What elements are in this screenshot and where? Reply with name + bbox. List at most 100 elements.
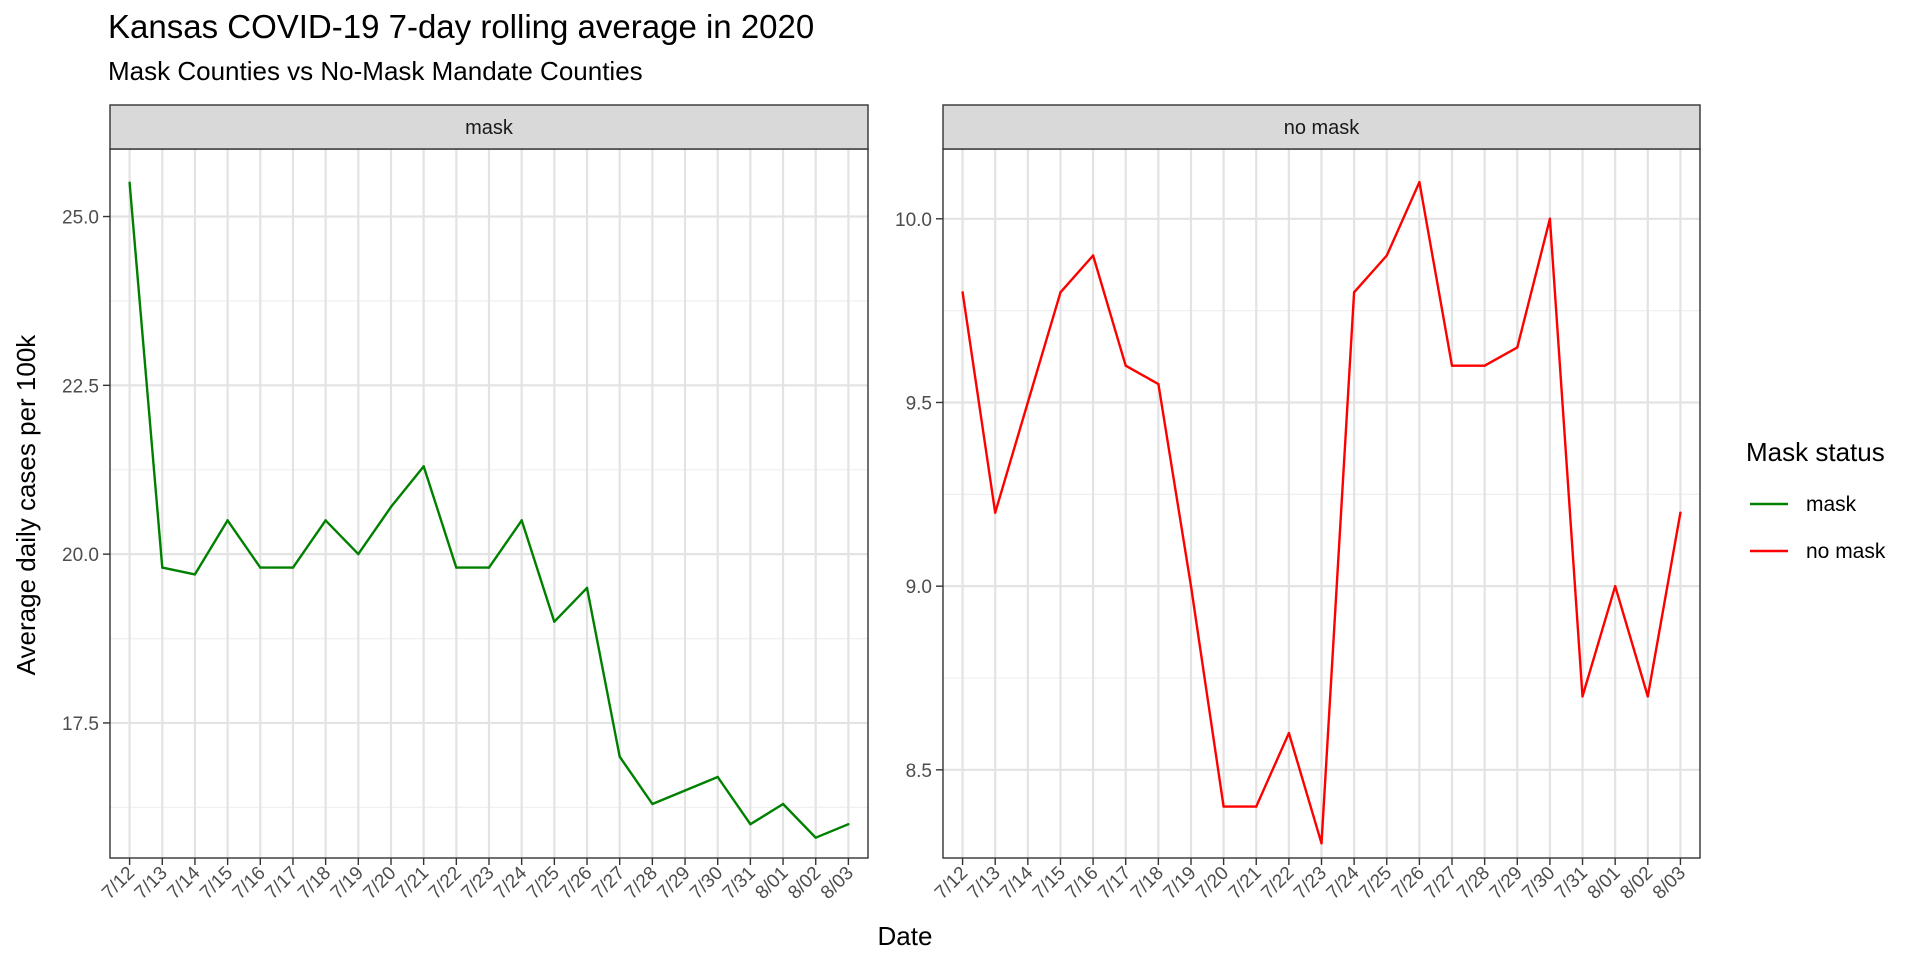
panel-0-strip-label: mask	[465, 117, 514, 139]
panel-0-data-point	[847, 823, 850, 826]
panel-1-data-point	[1581, 695, 1584, 698]
panel-0-x-tick-label: 7/13	[131, 863, 172, 904]
chart-subtitle: Mask Counties vs No-Mask Mandate Countie…	[108, 56, 643, 86]
panel-1-data-point	[1352, 291, 1356, 294]
panel-0-data-point	[324, 519, 327, 522]
panel-1-data-point	[1418, 180, 1421, 184]
panel-0-x-tick-label: 7/23	[458, 863, 499, 904]
panel-1-y-tick-label: 9.5	[906, 393, 932, 414]
panel-1-data-point	[1124, 364, 1127, 367]
x-axis-title: Date	[878, 921, 933, 951]
panel-1-data-point	[1483, 364, 1486, 367]
panel-1-data-point	[1646, 695, 1649, 698]
panel-1-data-point	[1255, 805, 1258, 808]
panel-1-x-tick-label: 7/16	[1062, 863, 1103, 904]
panel-1-x-tick-label: 7/15	[1029, 863, 1070, 904]
panel-1-data-point	[1516, 346, 1519, 349]
panel-1-data-point	[961, 291, 964, 294]
panel-1-strip	[942, 104, 1701, 150]
panel-1-x-tick-label: 7/23	[1290, 863, 1331, 904]
panel-0-data-point	[128, 181, 131, 184]
panel-0-data-point	[259, 566, 262, 569]
panel-0-x-tick-label: 7/29	[654, 863, 695, 904]
panel-1-data-point	[1385, 254, 1388, 257]
panel-0-y-tick-label: 25.0	[62, 208, 99, 229]
panel-1-x-tick-label: 7/21	[1225, 863, 1266, 904]
panel-0-data-point	[781, 802, 785, 806]
panel-1-x-tick-label: 8/01	[1584, 863, 1625, 904]
panel-1-x-tick-label: 8/03	[1649, 863, 1690, 904]
legend-title: Mask status	[1746, 437, 1885, 467]
panel-1-x-tick-label: 7/24	[1323, 862, 1364, 903]
panel-1-data-point	[1613, 584, 1617, 588]
panel-1-x-tick-label: 7/28	[1453, 863, 1494, 904]
panel-1-y-tick-label: 8.5	[906, 761, 932, 782]
panel-0-x-tick-label: 7/19	[327, 863, 368, 904]
panel-1-data-point	[1287, 731, 1291, 735]
panel-0-x-tick-label: 8/03	[817, 863, 858, 904]
panel-0-data-point	[618, 755, 621, 758]
panel-1-x-tick-label: 7/31	[1551, 863, 1592, 904]
panel-1-data-point	[1222, 805, 1225, 808]
panel-1-x-tick-label: 7/22	[1257, 863, 1298, 904]
panel-1-data-point	[1548, 217, 1552, 220]
panel-1-x-tick-label: 7/18	[1127, 863, 1168, 904]
panel-1-x-tick-label: 7/20	[1192, 863, 1233, 904]
panel-1-y-tick-label: 10.0	[895, 210, 932, 231]
panel-1-x-tick-label: 7/17	[1094, 863, 1135, 904]
panel-1-x-tick-label: 7/25	[1355, 863, 1396, 904]
panel-0-x-tick-label: 7/17	[261, 863, 302, 904]
panel-0-x-tick-label: 7/12	[98, 863, 139, 904]
panel-0-data-point	[226, 519, 229, 522]
panel-0-x-tick-label: 8/01	[752, 863, 793, 904]
panel-1-x-tick-label: 7/30	[1518, 863, 1559, 904]
panel-1-strip-label: no mask	[1284, 117, 1361, 139]
panel-1-data-point	[1091, 254, 1095, 257]
panel-0-data-point	[193, 573, 197, 576]
panel-1-x-tick-label: 7/13	[964, 863, 1005, 904]
panel-1-data-point	[1679, 511, 1682, 514]
y-axis-title: Average daily cases per 100k	[11, 334, 41, 676]
panel-1-x-tick-label: 7/14	[996, 862, 1037, 903]
panel-0-x-tick-label: 7/22	[425, 863, 466, 904]
panel-0-data-point	[683, 789, 687, 792]
legend-label-no-mask: no mask	[1806, 540, 1886, 563]
panel-0-x-tick-label: 8/02	[784, 863, 825, 904]
panel-0-x-tick-label: 7/20	[360, 863, 401, 904]
panel-1-x-tick-label: 7/19	[1160, 863, 1201, 904]
panel-0-x-tick-label: 7/15	[196, 863, 237, 904]
panel-0-strip	[109, 104, 869, 150]
panel-0-y-tick-label: 17.5	[62, 714, 99, 735]
panel-1-x-tick-label: 7/12	[931, 863, 972, 904]
panel-0-data-point	[389, 505, 393, 509]
panel-0-data-point	[651, 802, 654, 806]
panel-0-x-tick-label: 7/18	[294, 863, 335, 904]
panel-0-y-tick-label: 22.5	[62, 376, 99, 397]
panel-0-data-point	[357, 552, 360, 556]
panel-0-data-point	[487, 566, 491, 569]
panel-0-x-tick-label: 7/25	[523, 863, 564, 904]
panel-0-x-tick-label: 7/16	[229, 863, 270, 904]
panel-1-data-point	[994, 511, 997, 514]
panel-1-x-tick-label: 7/26	[1388, 863, 1429, 904]
panel-0-x-tick-label: 7/14	[163, 862, 204, 903]
panel-0-data-point	[553, 620, 556, 623]
panel-0-x-tick-label: 7/21	[392, 863, 433, 904]
panel-0-data-point	[716, 775, 719, 779]
panel-0-data-point	[161, 566, 164, 569]
panel-1-data-point	[1450, 364, 1454, 367]
panel-0-data-point	[455, 566, 458, 569]
panel-0-data-point	[749, 823, 752, 826]
panel-1-data-point	[1320, 842, 1323, 845]
chart-title: Kansas COVID-19 7-day rolling average in…	[108, 8, 815, 45]
panel-0-data-point	[814, 836, 817, 839]
panel-1-x-tick-label: 7/27	[1421, 863, 1462, 904]
panel-0-x-tick-label: 7/31	[719, 863, 760, 904]
panel-1-x-tick-label: 8/02	[1616, 863, 1657, 904]
panel-0-x-tick-label: 7/28	[621, 863, 662, 904]
panel-0-data-point	[291, 566, 295, 569]
panel-0-data-point	[422, 465, 425, 468]
panel-1-data-point	[1189, 584, 1193, 588]
panel-0-x-tick-label: 7/24	[490, 862, 531, 903]
